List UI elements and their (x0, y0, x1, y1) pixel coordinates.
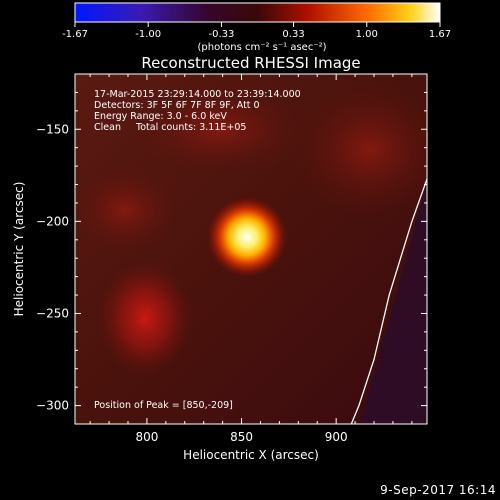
colorbar (74, 2, 441, 23)
x-tick-label: 800 (135, 430, 158, 444)
colorbar-ticks (74, 22, 441, 27)
colorbar-tick-label: -1.00 (135, 29, 161, 40)
secondary-source-sw (97, 260, 193, 376)
info-line-energy-range: Energy Range: 3.0 - 6.0 keV (94, 111, 227, 122)
x-tick-label: 900 (325, 430, 348, 444)
colorbar-tick-label: -0.33 (208, 29, 234, 40)
solar-limb-curve (350, 178, 427, 424)
colorbar-tick-labels: -1.67 -1.00 -0.33 0.33 1.00 1.67 (62, 29, 451, 40)
colorbar-tick-label: 1.00 (356, 29, 378, 40)
secondary-source-w (75, 165, 180, 255)
colorbar-unit-label: (photons cm⁻² s⁻¹ asec⁻²) (197, 42, 326, 53)
plot-title: Reconstructed RHESSI Image (141, 54, 360, 72)
x-tick-label: 850 (230, 430, 253, 444)
y-tick-label: −200 (36, 214, 69, 228)
x-axis: 800 850 900 (89, 74, 413, 444)
colorbar-tick-label: -1.67 (62, 29, 88, 40)
info-block: 17-Mar-2015 23:29:14.000 to 23:39:14.000… (94, 89, 301, 133)
y-tick-label: −250 (36, 306, 69, 320)
peak-source (207, 197, 287, 277)
x-axis-label: Heliocentric X (arcsec) (183, 448, 319, 462)
secondary-source-ne (290, 80, 427, 220)
y-tick-label: −150 (36, 122, 69, 136)
secondary-source-n (130, 85, 310, 175)
y-tick-label: −300 (36, 399, 69, 413)
info-line-clean-counts: Clean Total counts: 3.11E+05 (94, 122, 246, 133)
y-axis-label: Heliocentric Y (arcsec) (12, 182, 26, 317)
off-limb-region (360, 180, 427, 424)
colorbar-tick-label: 1.67 (429, 29, 451, 40)
info-line-time-range: 17-Mar-2015 23:29:14.000 to 23:39:14.000 (94, 89, 301, 100)
colorbar-tick-label: 0.33 (282, 29, 304, 40)
info-line-detectors: Detectors: 3F 5F 6F 7F 8F 9F, Att 0 (94, 100, 260, 111)
peak-position-text: Position of Peak = [850,-209] (94, 400, 233, 411)
y-axis: −300 −250 −200 −150 (36, 73, 427, 425)
heatmap-image (75, 74, 427, 424)
footer-timestamp: 9-Sep-2017 16:14 (380, 483, 496, 497)
plot-frame (74, 73, 428, 425)
